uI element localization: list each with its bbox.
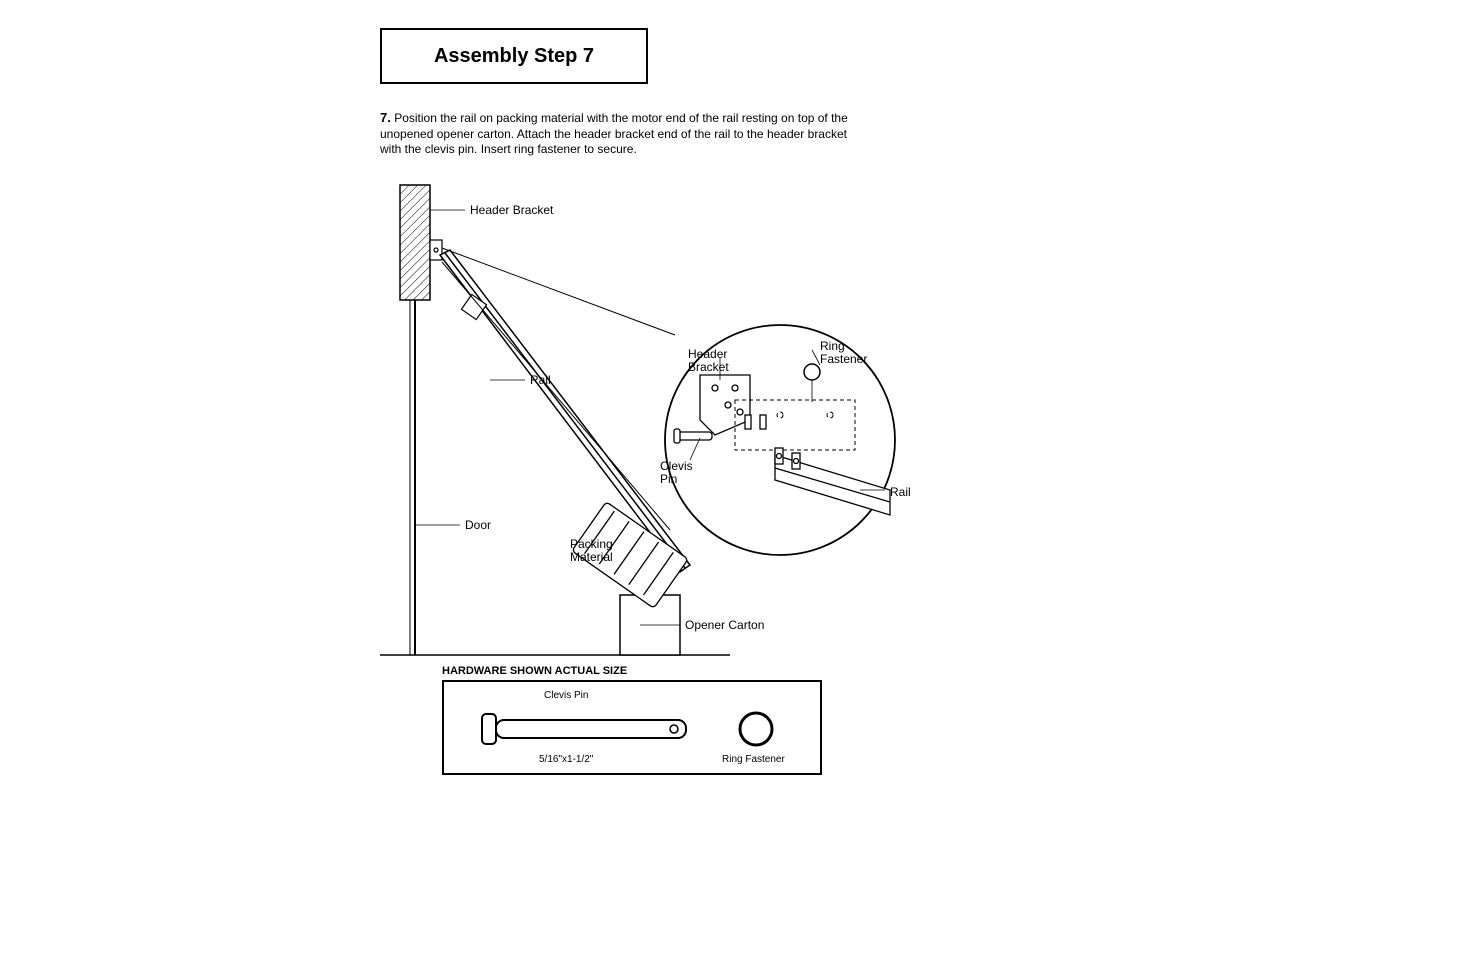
label-rail-main: Rail xyxy=(530,373,551,387)
ring-fastener-label: Ring Fastener xyxy=(722,754,785,765)
clevis-pin-label-bottom: 5/16"x1-1/2" xyxy=(539,754,593,765)
step-number: 7. xyxy=(380,110,391,125)
label-carton: Opener Carton xyxy=(685,618,764,632)
clevis-pin-icon xyxy=(474,704,704,754)
label-header-bracket: Header Bracket xyxy=(470,203,553,217)
title-box: Assembly Step 7 xyxy=(380,28,648,84)
label-ring-fastener: Ring Fastener xyxy=(820,340,880,366)
title-text: Assembly Step 7 xyxy=(434,45,594,68)
label-packing: Packing Material xyxy=(570,538,640,564)
parts-box: Clevis Pin 5/16"x1-1/2" Ring Fastener xyxy=(442,680,822,775)
assembly-diagram xyxy=(380,180,920,680)
label-rail-detail: Rail xyxy=(890,485,911,499)
ring-fastener-icon xyxy=(734,707,784,752)
label-clevis-pin-detail: Clevis Pin xyxy=(660,460,710,486)
step-text: Position the rail on packing material wi… xyxy=(380,111,848,156)
step-block: 7. Position the rail on packing material… xyxy=(380,110,860,158)
label-door: Door xyxy=(465,518,491,532)
clevis-pin-label-top: Clevis Pin xyxy=(544,690,588,701)
label-header-bracket-detail: Header Bracket xyxy=(688,348,748,374)
parts-title: HARDWARE SHOWN ACTUAL SIZE xyxy=(442,665,627,677)
